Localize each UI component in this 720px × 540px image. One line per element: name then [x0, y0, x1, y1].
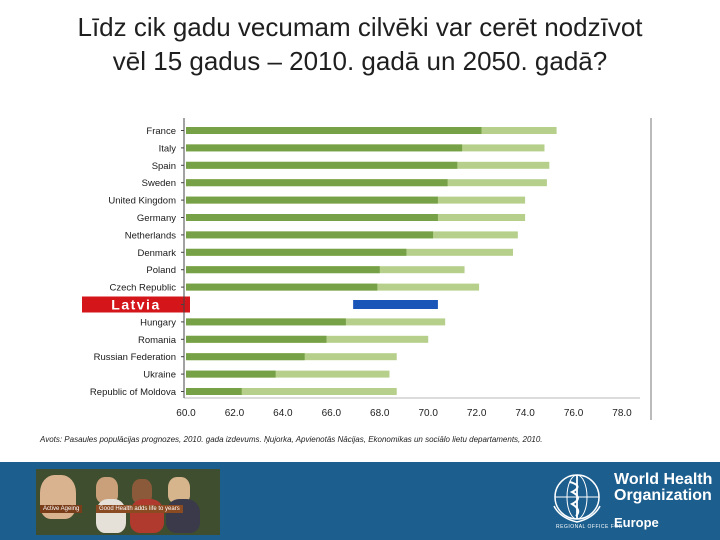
who-emblem-icon	[553, 474, 601, 523]
bar-2010-6	[186, 231, 434, 239]
category-label-7: Denmark	[137, 248, 176, 259]
bar-2010-8	[186, 266, 380, 274]
title-line-2: vēl 15 gadus – 2010. gadā un 2050. gadā?	[112, 46, 608, 76]
bar-2010-13	[186, 353, 305, 361]
category-labels-layer: France Italy Spain Sweden United Kingdom Germ…	[82, 126, 190, 398]
bar-2010-4	[186, 196, 438, 204]
bar-2010-5	[186, 214, 438, 221]
source-note: Avots: Pasaules populācijas prognozes, 2…	[40, 435, 543, 444]
who-name-line-2: Organization	[614, 487, 712, 504]
bars-layer	[186, 127, 557, 395]
bar-2010-7	[186, 248, 407, 256]
category-label-8: Poland	[146, 265, 176, 276]
x-tick-label: 76.0	[564, 408, 584, 419]
category-label-14: Ukraine	[143, 370, 176, 381]
category-label-12: Romania	[138, 335, 177, 346]
x-tick-label: 66.0	[322, 408, 342, 419]
life-expectancy-bar-chart: France Italy Spain Sweden United Kingdom Germ…	[82, 118, 652, 420]
title-line-1: Līdz cik gadu vecumam cilvēki var cerēt …	[77, 12, 643, 42]
photo-tag-good-health: Good Health adds life to years	[96, 505, 183, 513]
bar-2050-15	[186, 388, 397, 395]
category-label-11: Hungary	[140, 317, 176, 328]
category-label-4: United Kingdom	[108, 196, 176, 207]
bar-2010-14	[186, 370, 276, 378]
category-label-5: Germany	[137, 213, 176, 224]
bar-2010-11	[186, 318, 346, 326]
who-region-label: Europe	[614, 515, 659, 530]
x-axis-layer: 60.0 62.0 64.0 66.0 68.0 70.0 72.0 74.0 76.0 78.0	[176, 118, 652, 420]
x-tick-label: 78.0	[612, 408, 632, 419]
bar-latvia-highlight	[353, 300, 438, 309]
category-label-0: France	[146, 126, 176, 137]
x-tick-label: 72.0	[467, 408, 487, 419]
latvia-label-background	[82, 296, 190, 313]
x-tick-label: 64.0	[273, 408, 293, 419]
active-ageing-photo: Active Ageing Good Health adds life to y…	[36, 469, 220, 535]
bar-2010-0	[186, 127, 482, 134]
who-region-small-label: REGIONAL OFFICE FOR	[556, 524, 623, 530]
bar-2010-1	[186, 144, 463, 152]
category-label-13: Russian Federation	[94, 352, 176, 363]
bar-2010-9	[186, 283, 378, 291]
x-tick-label: 60.0	[176, 408, 196, 419]
category-label-3: Sweden	[142, 178, 176, 189]
photo-tag-active-ageing: Active Ageing	[40, 505, 83, 513]
who-organization-name: World Health Organization	[614, 472, 712, 504]
category-label-1: Italy	[159, 143, 177, 154]
x-tick-label: 68.0	[370, 408, 390, 419]
category-label-6: Netherlands	[125, 230, 176, 241]
category-label-2: Spain	[152, 161, 176, 172]
bar-2010-15	[186, 388, 242, 395]
bar-2050-14	[186, 370, 390, 378]
category-label-9: Czech Republic	[109, 283, 176, 294]
bar-2010-12	[186, 335, 327, 343]
x-tick-label: 62.0	[225, 408, 245, 419]
bar-2010-3	[186, 179, 448, 187]
bar-2010-2	[186, 161, 458, 169]
who-name-line-1: World Health	[614, 471, 713, 488]
category-label-15: Republic of Moldova	[90, 387, 177, 398]
x-tick-label: 70.0	[418, 408, 438, 419]
slide-title: Līdz cik gadu vecumam cilvēki var cerēt …	[20, 10, 700, 78]
x-tick-label: 74.0	[515, 408, 535, 419]
category-label-latvia: Latvia	[111, 297, 160, 313]
